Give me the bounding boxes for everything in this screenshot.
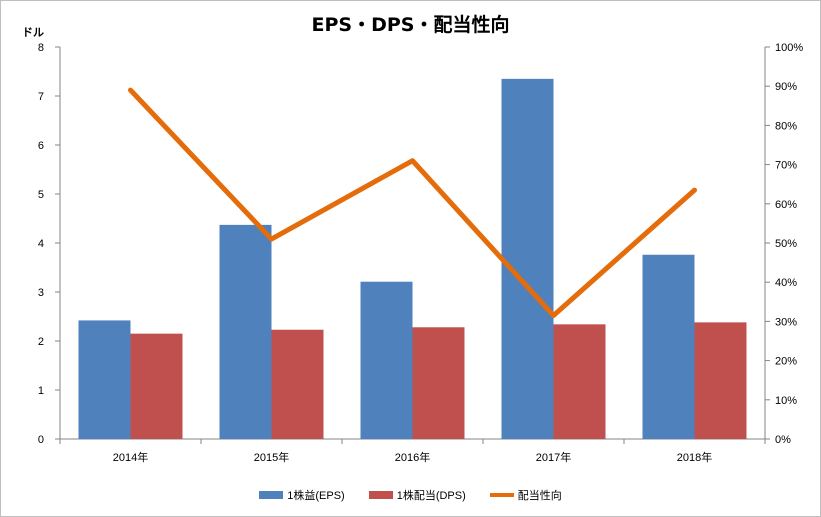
y-tick-label-right: 100%	[775, 42, 803, 54]
bar-eps	[501, 78, 554, 439]
y-tick-label-right: 30%	[775, 316, 797, 328]
y-tick-label-right: 90%	[775, 81, 797, 93]
y-tick-label-left: 0	[38, 434, 44, 446]
bar-eps	[642, 254, 695, 439]
y-tick-label-right: 50%	[775, 238, 797, 250]
x-tick-label: 2014年	[113, 450, 148, 464]
y-tick-label-right: 40%	[775, 277, 797, 289]
legend-item-dps: 1株配当(DPS)	[368, 487, 466, 503]
bar-dps	[694, 322, 747, 439]
y-tick-label-left: 1	[38, 385, 44, 397]
legend-label-eps: 1株益(EPS)	[287, 490, 345, 502]
line-payout-ratio	[128, 87, 697, 319]
legend-label-payout: 配当性向	[517, 490, 562, 502]
chart-title: EPS・DPS・配当性向	[311, 14, 510, 36]
x-tick-label: 2016年	[395, 450, 430, 464]
x-tick-label: 2018年	[677, 450, 712, 464]
legend-label-dps: 1株配当(DPS)	[396, 490, 466, 502]
tick-labels: 0123456780%10%20%30%40%50%60%70%80%90%10…	[38, 42, 803, 464]
y-tick-label-left: 7	[38, 91, 44, 103]
lines	[128, 87, 697, 319]
y-axis-label: ドル	[22, 26, 44, 39]
y-tick-label-right: 20%	[775, 356, 797, 368]
y-tick-label-left: 2	[38, 336, 44, 348]
y-tick-label-right: 80%	[775, 120, 797, 132]
y-tick-label-left: 8	[38, 42, 44, 54]
x-tick-label: 2015年	[254, 450, 289, 464]
y-tick-label-left: 4	[38, 238, 44, 250]
legend-swatch-payout	[489, 493, 514, 497]
y-tick-label-right: 70%	[775, 160, 797, 172]
x-tick-label: 2017年	[536, 450, 571, 464]
y-tick-label-right: 10%	[775, 395, 797, 407]
y-tick-label-left: 6	[38, 140, 44, 152]
bar-eps	[360, 281, 413, 439]
bar-dps	[271, 329, 324, 439]
bar-dps	[553, 324, 606, 439]
y-tick-label-left: 5	[38, 189, 44, 201]
y-tick-label-left: 3	[38, 287, 44, 299]
legend-swatch-dps	[368, 491, 393, 499]
y-tick-label-right: 60%	[775, 199, 797, 211]
legend-item-payout: 配当性向	[489, 487, 562, 503]
legend: 1株益(EPS) 1株配当(DPS) 配当性向	[0, 487, 821, 503]
legend-item-eps: 1株益(EPS)	[259, 487, 345, 503]
bars	[78, 78, 747, 439]
bar-eps	[78, 320, 131, 439]
bar-dps	[412, 327, 465, 439]
bar-dps	[130, 333, 183, 439]
y-tick-label-right: 0%	[775, 434, 791, 446]
bar-eps	[219, 224, 272, 439]
legend-swatch-eps	[259, 491, 284, 499]
